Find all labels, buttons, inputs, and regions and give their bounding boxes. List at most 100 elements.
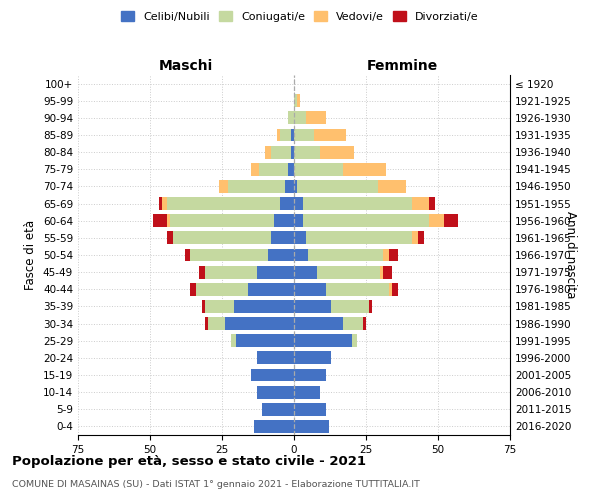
Bar bbox=[271, 146, 291, 158]
Bar bbox=[153, 214, 167, 227]
Bar bbox=[444, 214, 458, 227]
Bar bbox=[363, 317, 366, 330]
Bar bbox=[314, 128, 346, 141]
Bar bbox=[412, 232, 418, 244]
Bar bbox=[262, 403, 294, 415]
Bar bbox=[294, 300, 331, 313]
Bar bbox=[377, 180, 406, 193]
Bar bbox=[294, 368, 326, 382]
Bar bbox=[297, 180, 377, 193]
Bar bbox=[233, 300, 294, 313]
Text: COMUNE DI MASAINAS (SU) - Dati ISTAT 1° gennaio 2021 - Elaborazione TUTTITALIA.I: COMUNE DI MASAINAS (SU) - Dati ISTAT 1° … bbox=[12, 480, 420, 489]
Bar bbox=[294, 283, 326, 296]
Bar bbox=[294, 266, 317, 278]
Bar bbox=[225, 317, 294, 330]
Bar bbox=[320, 146, 355, 158]
Text: Femmine: Femmine bbox=[367, 60, 437, 74]
Bar bbox=[369, 300, 372, 313]
Bar bbox=[268, 248, 294, 262]
Bar bbox=[254, 420, 294, 433]
Y-axis label: Fasce di età: Fasce di età bbox=[25, 220, 37, 290]
Bar bbox=[343, 163, 386, 175]
Bar bbox=[257, 266, 294, 278]
Bar bbox=[317, 266, 380, 278]
Bar bbox=[185, 248, 190, 262]
Bar bbox=[294, 317, 343, 330]
Bar bbox=[161, 197, 167, 210]
Text: Maschi: Maschi bbox=[159, 60, 213, 74]
Bar bbox=[294, 352, 331, 364]
Bar bbox=[158, 197, 161, 210]
Bar bbox=[331, 300, 369, 313]
Bar bbox=[199, 266, 205, 278]
Bar bbox=[236, 334, 294, 347]
Bar bbox=[430, 197, 435, 210]
Bar bbox=[294, 128, 314, 141]
Bar bbox=[294, 232, 305, 244]
Bar bbox=[294, 112, 305, 124]
Bar bbox=[302, 214, 430, 227]
Bar bbox=[291, 128, 294, 141]
Bar bbox=[248, 283, 294, 296]
Bar bbox=[228, 180, 286, 193]
Bar bbox=[294, 420, 329, 433]
Bar bbox=[190, 283, 196, 296]
Bar bbox=[280, 128, 291, 141]
Bar bbox=[294, 334, 352, 347]
Bar bbox=[251, 368, 294, 382]
Bar bbox=[205, 317, 208, 330]
Bar bbox=[196, 283, 248, 296]
Bar bbox=[286, 180, 294, 193]
Bar bbox=[205, 300, 233, 313]
Bar bbox=[277, 128, 280, 141]
Bar bbox=[230, 334, 236, 347]
Bar bbox=[208, 317, 225, 330]
Bar bbox=[280, 197, 294, 210]
Bar bbox=[352, 334, 358, 347]
Bar bbox=[392, 283, 398, 296]
Bar bbox=[380, 266, 383, 278]
Bar bbox=[343, 317, 363, 330]
Bar bbox=[297, 94, 300, 107]
Bar bbox=[389, 248, 398, 262]
Bar bbox=[294, 197, 302, 210]
Bar bbox=[389, 283, 392, 296]
Bar bbox=[294, 163, 343, 175]
Bar bbox=[173, 232, 271, 244]
Bar bbox=[288, 163, 294, 175]
Bar bbox=[294, 146, 320, 158]
Bar bbox=[291, 146, 294, 158]
Bar bbox=[167, 197, 280, 210]
Bar bbox=[418, 232, 424, 244]
Bar bbox=[326, 283, 389, 296]
Bar bbox=[308, 248, 383, 262]
Bar bbox=[412, 197, 430, 210]
Bar bbox=[383, 266, 392, 278]
Bar bbox=[257, 352, 294, 364]
Bar bbox=[251, 163, 259, 175]
Bar bbox=[205, 266, 257, 278]
Y-axis label: Anni di nascita: Anni di nascita bbox=[564, 212, 577, 298]
Bar bbox=[265, 146, 271, 158]
Bar bbox=[294, 403, 326, 415]
Bar bbox=[294, 180, 297, 193]
Bar bbox=[430, 214, 444, 227]
Bar bbox=[202, 300, 205, 313]
Bar bbox=[170, 214, 274, 227]
Bar bbox=[294, 214, 302, 227]
Bar bbox=[294, 386, 320, 398]
Bar bbox=[190, 248, 268, 262]
Bar bbox=[259, 163, 288, 175]
Bar bbox=[294, 94, 297, 107]
Bar bbox=[294, 248, 308, 262]
Bar bbox=[383, 248, 389, 262]
Bar bbox=[167, 232, 173, 244]
Bar bbox=[271, 232, 294, 244]
Bar bbox=[305, 112, 326, 124]
Bar bbox=[302, 197, 412, 210]
Bar bbox=[288, 112, 294, 124]
Text: Popolazione per età, sesso e stato civile - 2021: Popolazione per età, sesso e stato civil… bbox=[12, 455, 366, 468]
Bar bbox=[219, 180, 228, 193]
Legend: Celibi/Nubili, Coniugati/e, Vedovi/e, Divorziati/e: Celibi/Nubili, Coniugati/e, Vedovi/e, Di… bbox=[118, 8, 482, 25]
Bar bbox=[167, 214, 170, 227]
